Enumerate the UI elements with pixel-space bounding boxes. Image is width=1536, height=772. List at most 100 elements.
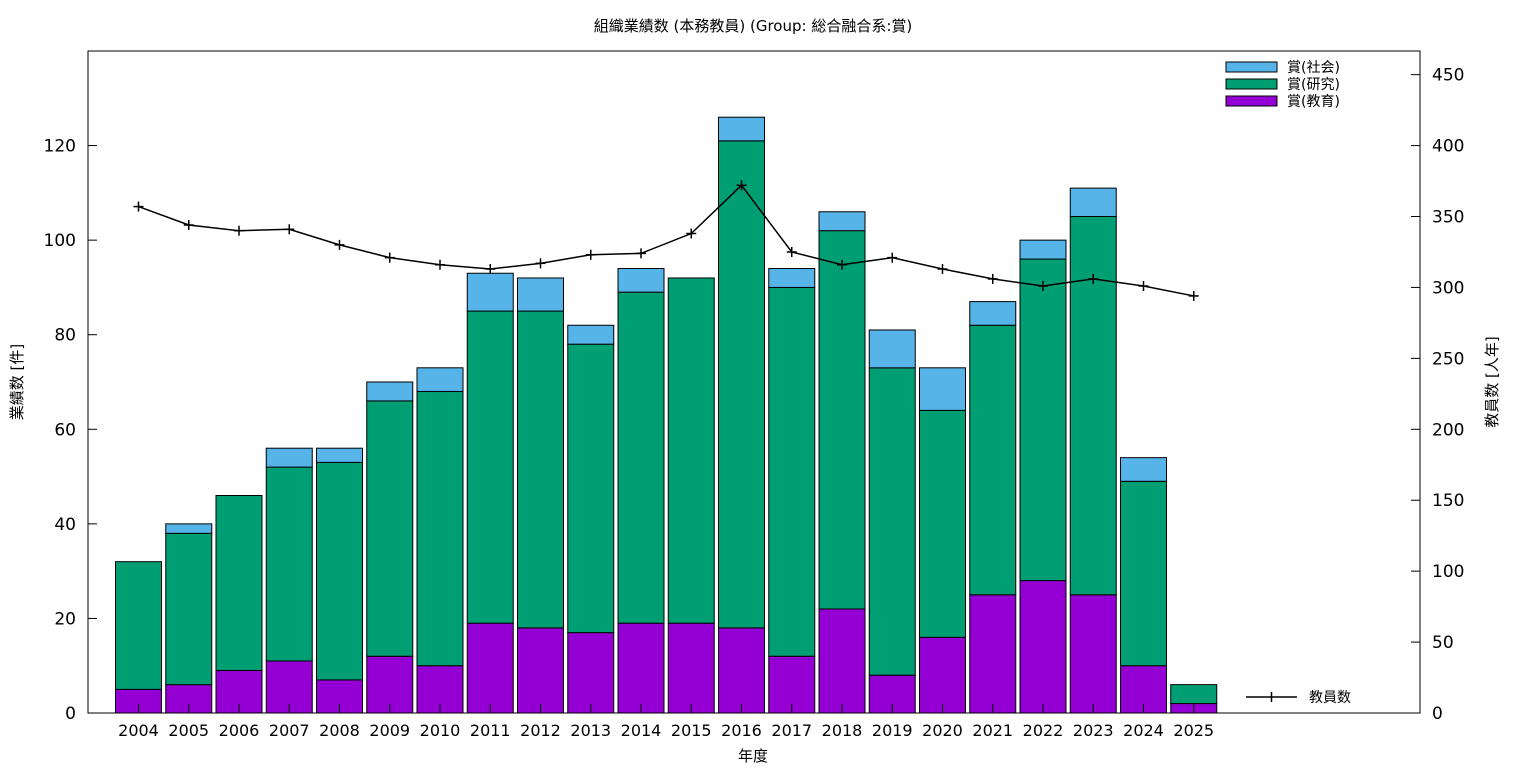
legend-label: 賞(研究) xyxy=(1287,77,1340,93)
bar-2013-series-2 xyxy=(567,324,615,345)
bar-2020-series-2 xyxy=(919,367,966,411)
line-point-2010 xyxy=(435,259,445,270)
bar-2014-series-0 xyxy=(617,622,665,714)
x-tick-label: 2023 xyxy=(1073,721,1114,740)
bar-2005-series-2 xyxy=(165,523,213,534)
bar-2008-series-2 xyxy=(316,447,363,463)
line-point-2011 xyxy=(485,263,496,274)
chart-title: 組織業績数 (本務教員) (Group: 総合融合系:賞) xyxy=(594,17,913,35)
line-point-2007 xyxy=(284,224,295,235)
line-point-2022 xyxy=(1038,281,1048,292)
plot-frame xyxy=(87,50,1421,714)
bar-2013-series-0 xyxy=(567,632,615,714)
x-tick-label: 2024 xyxy=(1123,721,1164,740)
bar-2007-series-1 xyxy=(265,466,313,662)
y-tick-label: 100 xyxy=(44,231,76,251)
bar-2025-series-1 xyxy=(1170,684,1218,705)
x-tick-label: 2012 xyxy=(520,721,561,740)
x-tick-label: 2008 xyxy=(319,721,360,740)
line-point-2012 xyxy=(535,258,546,269)
y2-tick-label: 250 xyxy=(1432,349,1464,369)
y-tick-label: 20 xyxy=(54,609,76,629)
y-axis-label: 業績数 [件] xyxy=(8,344,26,420)
bar-2023-series-2 xyxy=(1069,187,1117,218)
bar-2011-series-1 xyxy=(466,310,514,624)
x-axis-label: 年度 xyxy=(738,747,768,765)
x-tick-label: 2005 xyxy=(168,721,209,740)
line-point-2006 xyxy=(234,225,244,236)
x-tick-label: 2014 xyxy=(621,721,662,740)
bar-2011-series-2 xyxy=(466,272,514,312)
line-point-2008 xyxy=(334,239,345,250)
x-tick-label: 2010 xyxy=(420,721,461,740)
bar-2010-series-1 xyxy=(416,390,464,667)
legend-label-line: 教員数 xyxy=(1309,690,1351,706)
x-tick-label: 2017 xyxy=(771,721,812,740)
y2-tick-label: 200 xyxy=(1432,420,1464,440)
line-point-2024 xyxy=(1138,281,1149,292)
y-tick-label: 80 xyxy=(54,326,76,346)
line-point-2017 xyxy=(786,246,797,257)
x-tick-label: 2022 xyxy=(1023,721,1064,740)
bar-2018-series-1 xyxy=(818,230,866,610)
x-tick-label: 2021 xyxy=(972,721,1013,740)
x-tick-label: 2020 xyxy=(922,721,963,740)
y-tick-label: 40 xyxy=(54,515,76,535)
bar-2023-series-0 xyxy=(1069,594,1117,714)
y2-axis-label: 教員数 [人年] xyxy=(1483,336,1501,427)
line-point-2021 xyxy=(987,273,998,284)
bar-2016-series-2 xyxy=(718,116,765,142)
line-point-2025 xyxy=(1188,290,1199,301)
bar-2020-series-1 xyxy=(919,409,966,638)
x-tick-label: 2019 xyxy=(872,721,913,740)
bar-2013-series-1 xyxy=(567,343,615,634)
bar-2021-series-2 xyxy=(969,301,1017,326)
y2-tick-label: 50 xyxy=(1432,633,1454,653)
bar-2022-series-2 xyxy=(1019,239,1067,260)
bar-2007-series-2 xyxy=(265,447,313,468)
legend-swatch xyxy=(1225,95,1278,107)
y2-tick-label: 0 xyxy=(1432,704,1443,724)
line-point-2009 xyxy=(384,252,395,263)
line-faculty-count xyxy=(138,184,1194,297)
x-tick-label: 2018 xyxy=(822,721,863,740)
bar-2021-series-0 xyxy=(969,594,1017,714)
x-tick-label: 2007 xyxy=(269,721,310,740)
x-tick-label: 2025 xyxy=(1173,721,1214,740)
bar-2004-series-1 xyxy=(115,561,162,690)
x-tick-label: 2009 xyxy=(369,721,410,740)
bar-2008-series-1 xyxy=(316,461,363,681)
bar-2017-series-2 xyxy=(768,268,816,288)
bar-2016-series-1 xyxy=(718,140,765,629)
x-tick-label: 2004 xyxy=(118,721,159,740)
line-point-2005 xyxy=(183,220,194,231)
y-tick-label: 60 xyxy=(54,420,76,440)
y2-tick-label: 100 xyxy=(1432,562,1464,582)
bar-2022-series-1 xyxy=(1019,258,1067,582)
bar-2006-series-1 xyxy=(215,494,263,671)
bar-2015-series-1 xyxy=(667,277,715,624)
line-point-2016 xyxy=(736,180,747,191)
line-layer xyxy=(133,180,1199,301)
legend-label: 賞(教育) xyxy=(1287,94,1340,110)
bar-2023-series-1 xyxy=(1069,216,1117,596)
y2-tick-label: 350 xyxy=(1432,208,1464,228)
y-tick-label: 0 xyxy=(65,704,76,724)
line-point-2020 xyxy=(937,263,948,274)
x-tick-label: 2015 xyxy=(671,721,712,740)
bar-2012-series-2 xyxy=(517,277,564,312)
y-tick-label: 120 xyxy=(44,137,76,157)
bar-2009-series-0 xyxy=(366,655,414,714)
bar-2005-series-1 xyxy=(165,532,213,686)
bar-2024-series-1 xyxy=(1120,480,1167,667)
legend-swatch xyxy=(1225,61,1278,73)
bar-2022-series-0 xyxy=(1019,580,1067,714)
x-tick-label: 2011 xyxy=(470,721,511,740)
bar-2021-series-1 xyxy=(969,324,1017,596)
bar-2015-series-0 xyxy=(667,622,715,714)
bar-2009-series-2 xyxy=(366,381,414,402)
line-point-2014 xyxy=(636,248,646,259)
bars-layer xyxy=(115,116,1218,714)
